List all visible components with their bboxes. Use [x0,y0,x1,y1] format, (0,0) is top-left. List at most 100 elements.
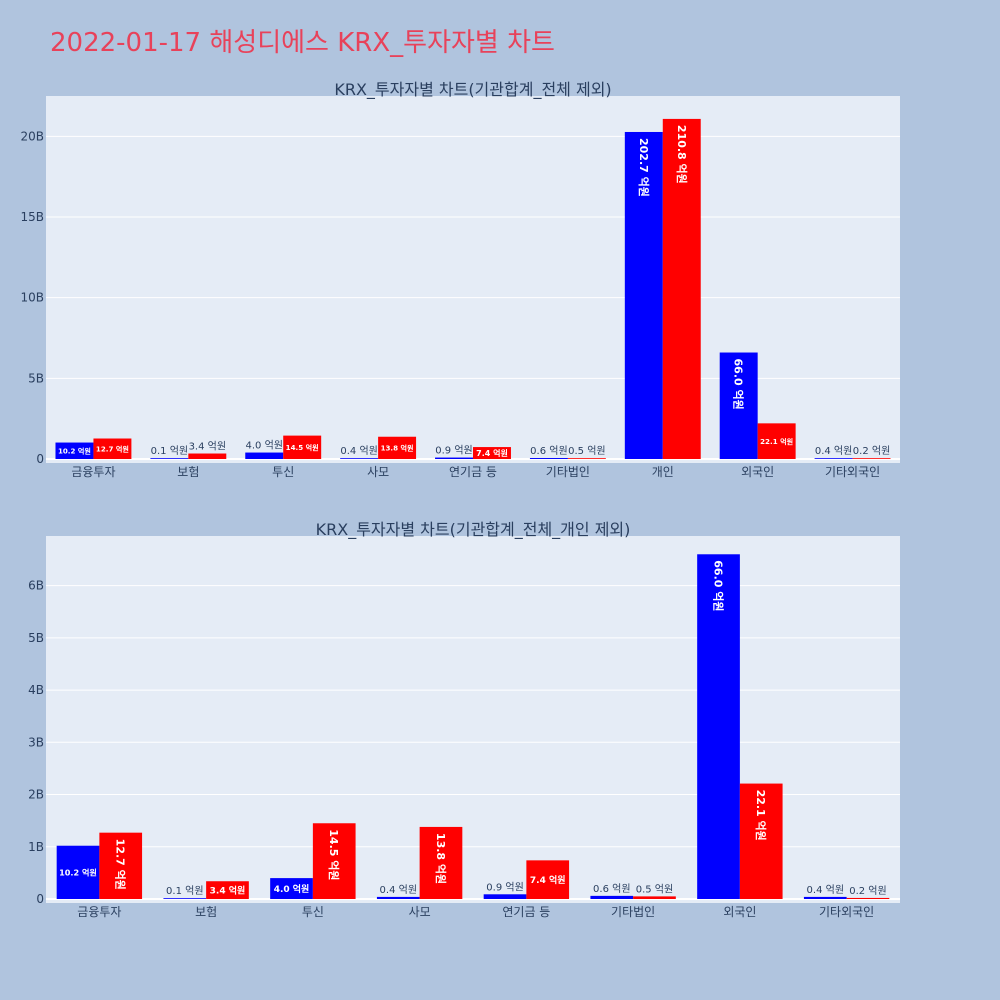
data-label: 0.6 억원 [530,445,567,457]
bar-blue [529,458,568,459]
x-tick-label: 기타법인 [611,905,655,919]
data-label: 10.2 억원 [58,446,91,455]
x-tick-label: 금융투자 [77,905,121,919]
x-tick-label: 투신 [272,465,294,479]
data-label: 13.8 억원 [381,444,414,453]
plot-area [46,96,900,463]
data-label: 3.4 억원 [210,885,246,897]
bar-blue [483,894,527,899]
bar-red [473,447,511,459]
data-label: 0.4 억원 [340,445,377,457]
bar-blue [719,352,758,459]
data-label: 22.1 억원 [754,790,768,841]
x-tick-label: 연기금 등 [502,905,550,919]
data-label: 0.5 억원 [636,883,673,895]
y-tick-label: 20B [20,129,44,143]
data-label: 22.1 억원 [760,437,793,446]
bar-red [378,436,417,459]
y-tick-label: 15B [20,210,44,224]
x-tick-label: 사모 [409,905,431,919]
x-tick-label: 투신 [302,905,324,919]
x-tick-label: 보험 [195,905,217,919]
bar-red [312,823,356,899]
bar-red [567,458,606,459]
data-label: 0.9 억원 [486,881,523,893]
data-label: 4.0 억원 [274,883,310,895]
data-label: 14.5 억원 [286,443,319,452]
data-label: 0.5 억원 [568,445,605,457]
chart-2: KRX_투자자별 차트(기관합계_전체_개인 제외) 0 1B 2B 3B 4B 5B 6B 금… [28,520,900,919]
bar-blue [150,458,189,459]
bar-blue [697,554,740,899]
y-tick-label: 5B [28,371,44,385]
y-tick-label: 10B [20,291,44,305]
bar-blue [814,458,853,459]
y-tick-label: 0 [36,452,44,466]
bar-red [206,881,249,899]
bar-red [188,453,227,459]
chart-title: KRX_투자자별 차트(기관합계_전체 제외) [334,80,611,100]
y-tick-label: 3B [28,735,44,749]
y-tick-label: 6B [28,579,44,593]
bar-blue [163,898,207,899]
x-tick-label: 외국인 [741,465,774,479]
data-label: 4.0 억원 [246,440,283,452]
data-label: 210.8 억원 [675,125,689,184]
data-label: 0.2 억원 [849,885,886,897]
data-label: 0.1 억원 [151,445,188,457]
bar-red [93,438,132,459]
chart-title: KRX_투자자별 차트(기관합계_전체_개인 제외) [316,520,631,540]
y-tick-label: 2B [28,788,44,802]
x-tick-label: 기타외국인 [825,465,880,479]
data-label: 7.4 억원 [530,874,566,886]
x-tick-label: 기타외국인 [819,905,874,919]
data-label: 10.2 억원 [59,867,97,877]
bar-red [739,783,783,899]
data-label: 0.4 억원 [380,884,417,896]
data-label: 13.8 억원 [434,833,448,884]
x-tick-label: 기타법인 [546,465,590,479]
bar-blue [590,895,634,899]
y-tick-label: 4B [28,683,44,697]
bar-blue [803,896,847,899]
bar-red [633,896,676,899]
bar-blue [56,845,100,899]
bar-blue [55,442,94,459]
data-label: 0.4 억원 [815,445,852,457]
data-label: 66.0 억원 [732,359,746,410]
data-label: 0.4 억원 [807,884,844,896]
data-label: 0.9 억원 [435,445,472,457]
bar-red [852,458,891,459]
data-label: 3.4 억원 [189,441,226,453]
data-label: 12.7 억원 [96,444,129,453]
y-tick-label: 0 [36,892,44,906]
x-tick-label: 외국인 [723,905,756,919]
bar-blue [340,458,379,459]
data-label: 12.7 억원 [114,839,128,890]
bar-red [757,423,796,459]
x-tick-label: 연기금 등 [449,465,497,479]
chart-1: KRX_투자자별 차트(기관합계_전체 제외) 0 5B 10B 15B 20B 금융투자 1… [20,80,900,479]
y-tick-label: 5B [28,631,44,645]
bar-red [283,435,322,459]
data-label: 7.4 억원 [476,448,508,458]
data-label: 0.6 억원 [593,883,630,895]
bar-red [846,897,890,899]
data-label: 0.1 억원 [166,885,203,897]
x-tick-label: 보험 [177,465,199,479]
bar-blue [270,878,313,899]
data-label: 0.2 억원 [853,445,890,457]
data-label: 14.5 억원 [327,829,341,880]
bar-red [526,860,570,899]
bar-red [99,832,143,899]
x-tick-label: 금융투자 [71,465,115,479]
data-label: 202.7 억원 [637,138,651,197]
y-tick-label: 1B [28,840,44,854]
bar-blue [624,131,663,459]
bar-blue [376,896,420,899]
bar-blue [245,452,284,459]
x-tick-label: 사모 [367,465,389,479]
x-tick-label: 개인 [652,465,674,479]
bar-red [419,826,463,899]
